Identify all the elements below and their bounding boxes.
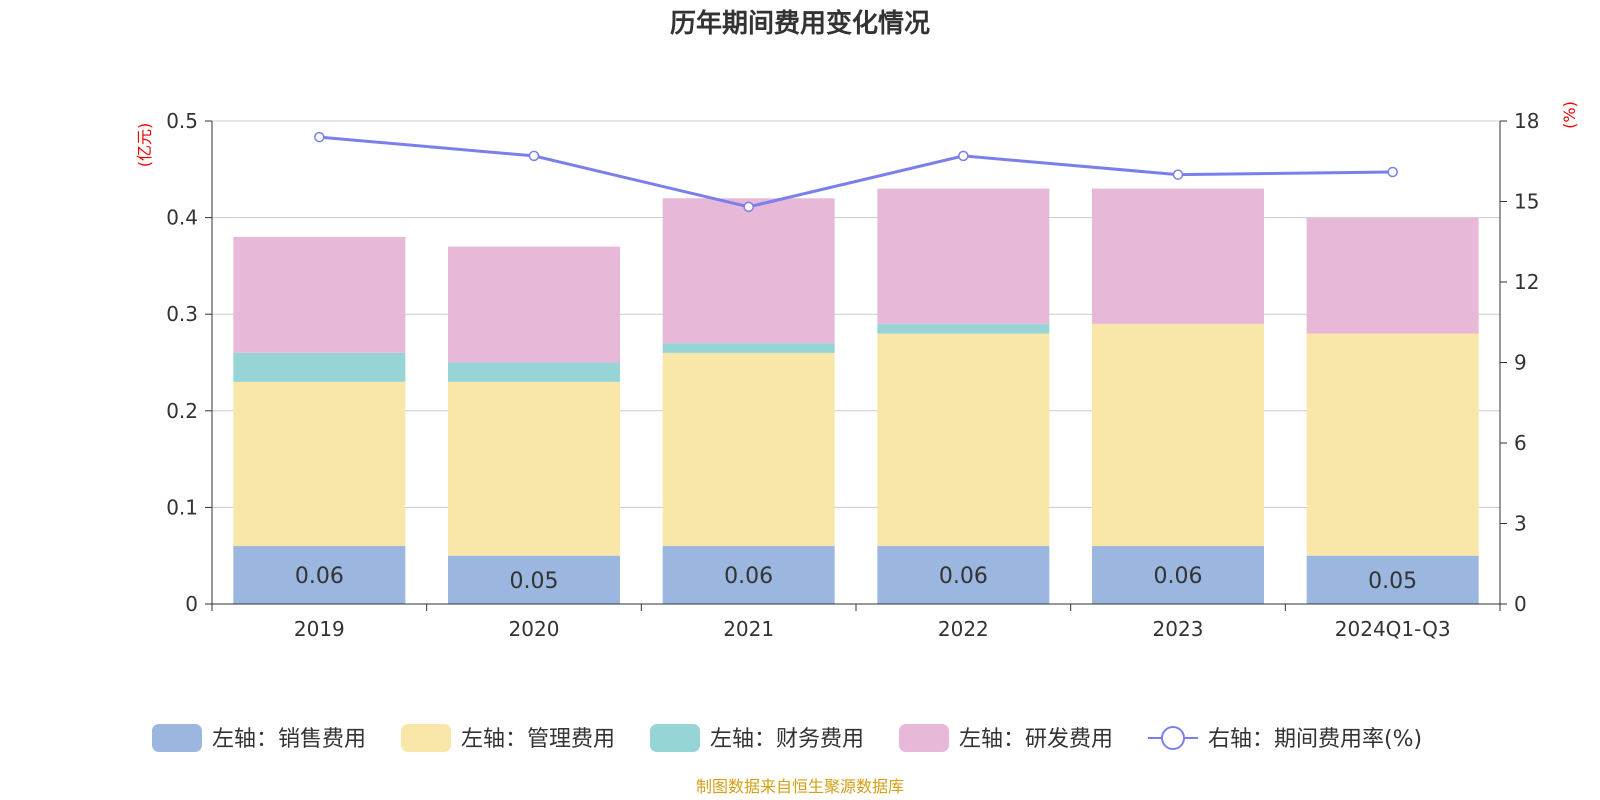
legend: 左轴：销售费用 左轴：管理费用 左轴：财务费用 左轴：研发费用 右轴：期间费用率(%): [152, 724, 1422, 752]
bar-segment: [448, 381, 620, 556]
x-tick-label: 2021: [723, 617, 774, 641]
right-tick-label: 12: [1514, 270, 1539, 294]
data-label: 0.06: [295, 564, 344, 589]
line-point: [528, 150, 540, 162]
right-tick-label: 9: [1514, 351, 1527, 375]
legend-swatch: [899, 724, 949, 752]
legend-label: 左轴：销售费用: [212, 727, 366, 752]
legend-marker: [1161, 726, 1185, 750]
axes: 0 0.1 0.2 0.3 0.4 0.5 0 3 6 9 12 15 18 2019 2020 2021 20…: [166, 109, 1539, 641]
data-label: 0.05: [510, 569, 559, 594]
left-tick-label: 0.4: [166, 206, 198, 230]
line-point: [1172, 169, 1184, 180]
bar-segment: [233, 546, 406, 604]
bar-segment: [662, 198, 835, 344]
data-source-note: 制图数据来自恒生聚源数据库: [696, 777, 904, 796]
right-tick-label: 18: [1514, 109, 1539, 133]
legend-label: 左轴：研发费用: [959, 727, 1113, 752]
legend-label: 左轴：财务费用: [710, 727, 864, 752]
left-tick-label: 0.3: [166, 302, 198, 326]
x-tick-label: 2023: [1153, 617, 1204, 641]
bar-segment: [1092, 188, 1264, 324]
data-label: 0.05: [1368, 569, 1417, 594]
left-tick-label: 0.2: [166, 399, 198, 423]
bar-segment: [233, 236, 406, 353]
bar-segment: [877, 188, 1050, 324]
data-label: 0.06: [1154, 564, 1203, 589]
bar-segment: [233, 352, 406, 382]
bar-segment: [877, 333, 1050, 547]
bar-segment: [662, 546, 835, 604]
grid-lines: [212, 120, 1500, 508]
bar-segment: [448, 555, 620, 604]
data-label: 0.06: [939, 564, 988, 589]
bar-segment: [233, 381, 406, 547]
bar-segment: [877, 546, 1050, 604]
bar-segment: [877, 323, 1050, 334]
x-tick-label: 2022: [938, 617, 989, 641]
left-tick-label: 0.1: [166, 495, 198, 519]
right-tick-label: 15: [1514, 190, 1539, 214]
bar-series: 0.06 0.05 0.06 0.06 0.06 0.05: [233, 188, 1479, 604]
line-point: [743, 201, 754, 213]
right-tick-label: 3: [1514, 512, 1527, 536]
line-point: [958, 150, 969, 162]
bar-segment: [662, 352, 835, 547]
x-tick-label: 2024Q1-Q3: [1335, 617, 1451, 641]
legend-swatch: [401, 724, 451, 752]
data-label: 0.06: [724, 564, 773, 589]
line-point: [314, 131, 325, 143]
left-tick-label: 0.5: [166, 109, 198, 133]
line-point: [1387, 166, 1398, 178]
line-series: [314, 131, 1398, 213]
bar-segment: [448, 246, 620, 363]
legend-label: 左轴：管理费用: [461, 727, 615, 752]
bar-segment: [662, 343, 835, 353]
x-tick-label: 2020: [509, 617, 560, 641]
bar-segment: [448, 362, 620, 382]
right-axis-unit: (%): [1560, 101, 1579, 129]
right-tick-label: 6: [1514, 431, 1527, 455]
legend-swatch: [152, 724, 202, 752]
legend-swatch: [650, 724, 700, 752]
left-tick-label: 0: [185, 592, 198, 616]
bar-segment: [1306, 555, 1479, 604]
bar-segment: [1092, 323, 1264, 547]
chart-title: 历年期间费用变化情况: [670, 8, 930, 39]
bar-segment: [1092, 546, 1264, 604]
bar-segment: [1306, 217, 1479, 334]
legend-label: 右轴：期间费用率(%): [1208, 727, 1422, 752]
right-tick-label: 0: [1514, 592, 1527, 616]
bar-segment: [1306, 333, 1479, 556]
x-tick-label: 2019: [294, 617, 345, 641]
expense-rate-line: [319, 135, 1393, 209]
left-axis-unit: (亿元): [135, 123, 154, 168]
